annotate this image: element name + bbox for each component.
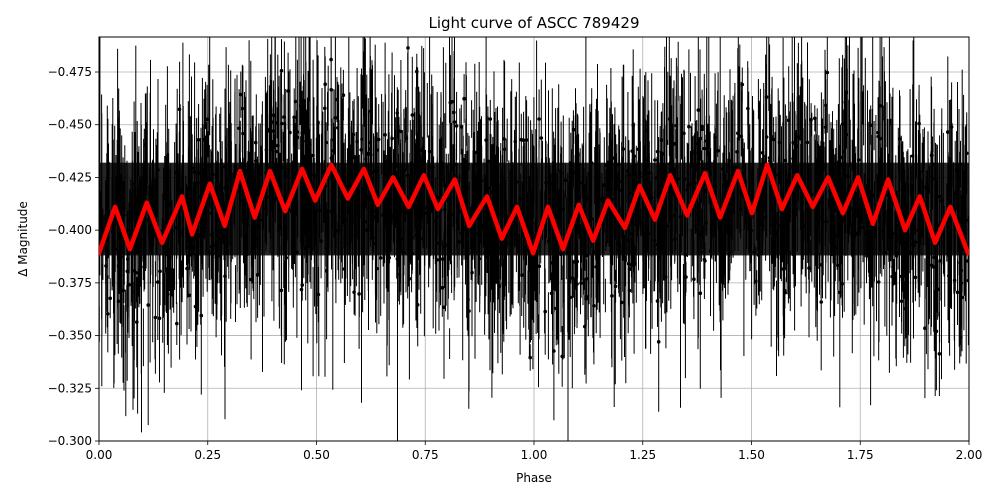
y-axis-ticks: −0.475 −0.450 −0.425 −0.400 −0.375 −0.350 −0.3… (48, 65, 99, 448)
x-tick-label: 0.50 (303, 448, 330, 462)
y-tick-label: −0.400 (48, 223, 92, 237)
y-tick-label: −0.350 (48, 329, 92, 343)
model-fit-line (99, 162, 969, 256)
x-tick-label: 1.25 (629, 448, 656, 462)
x-axis-ticks: 0.00 0.25 0.50 0.75 1.00 1.25 1.50 1.75 2.00 (86, 441, 983, 462)
x-tick-label: 0.75 (412, 448, 439, 462)
x-tick-label: 1.00 (521, 448, 548, 462)
x-tick-label: 0.25 (194, 448, 221, 462)
y-tick-label: −0.475 (48, 65, 92, 79)
y-tick-label: −0.375 (48, 276, 92, 290)
y-tick-label: −0.450 (48, 118, 92, 132)
y-tick-label: −0.425 (48, 170, 92, 184)
x-tick-label: 0.00 (86, 448, 113, 462)
x-tick-label: 1.75 (847, 448, 874, 462)
chart-title: Light curve of ASCC 789429 (429, 14, 640, 32)
x-tick-label: 2.00 (956, 448, 983, 462)
y-tick-label: −0.300 (48, 434, 92, 448)
x-tick-label: 1.50 (738, 448, 765, 462)
x-axis-label: Phase (516, 471, 552, 485)
y-tick-label: −0.325 (48, 381, 92, 395)
y-axis-label: Δ Magnitude (16, 201, 30, 277)
